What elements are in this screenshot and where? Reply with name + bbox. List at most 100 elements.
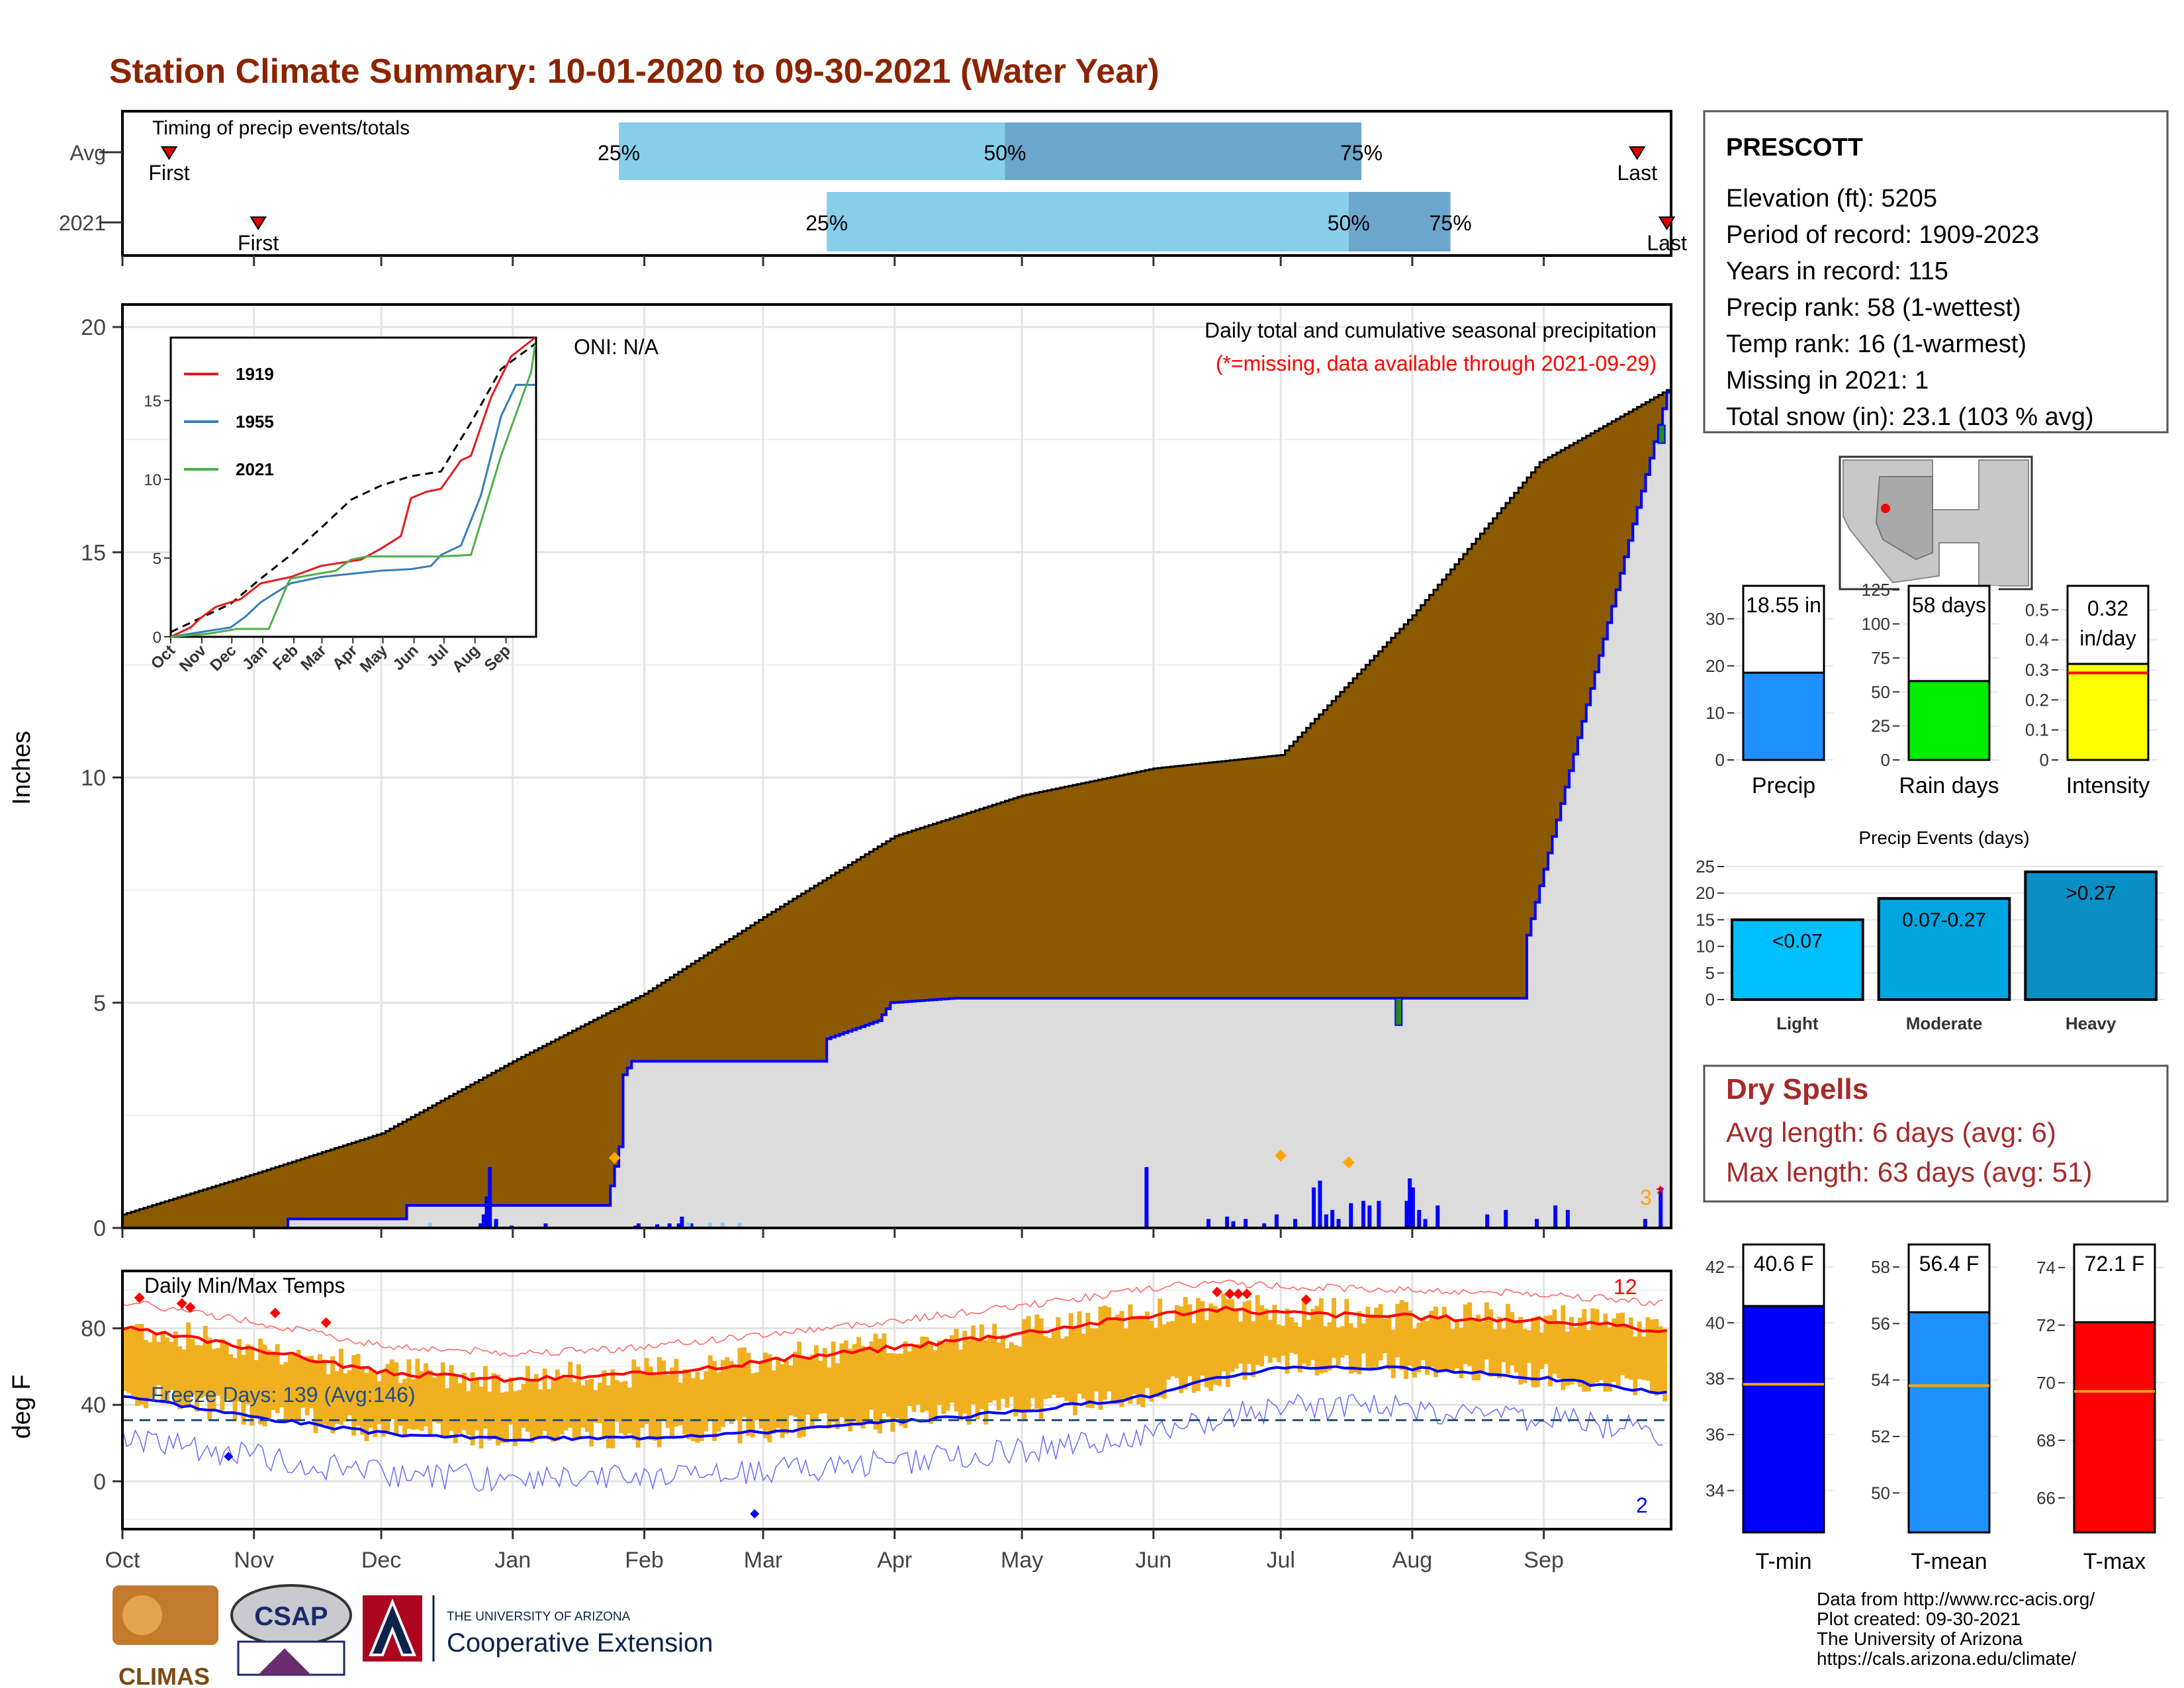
summary-tick-label: 50 <box>1871 682 1890 702</box>
summary-value-label: 58 days <box>1912 593 1986 617</box>
daily-temp-range-bar <box>1128 1304 1133 1404</box>
daily-temp-range-bar <box>156 1342 161 1385</box>
daily-temp-range-bar <box>1132 1319 1137 1395</box>
daily-temp-range-bar <box>983 1340 989 1425</box>
daily-temp-range-bar <box>177 1346 183 1409</box>
daily-temp-range-bar <box>402 1379 408 1436</box>
quartile-bar-q2-q3 <box>1348 192 1451 252</box>
daily-temp-range-bar <box>1437 1317 1443 1371</box>
daily-temp-range-bar <box>228 1354 234 1403</box>
daily-precip-bar <box>1293 1219 1298 1228</box>
daily-temp-range-bar <box>971 1325 976 1405</box>
daily-temp-range-bar <box>1467 1302 1473 1366</box>
daily-temp-range-bar <box>614 1380 619 1422</box>
summary-tick-label: 20 <box>1706 656 1725 676</box>
figure-title: Station Climate Summary: 10-01-2020 to 0… <box>109 52 1160 91</box>
summary-tick-label: 0.1 <box>2025 720 2049 740</box>
daily-temp-range-bar <box>920 1336 925 1413</box>
daily-temp-range-bar <box>1612 1318 1617 1382</box>
daily-temp-range-bar <box>538 1389 543 1436</box>
daily-temp-range-bar <box>1166 1321 1171 1380</box>
daily-temp-range-bar <box>610 1369 615 1448</box>
summary-value-label: 18.55 in <box>1746 593 1821 617</box>
daily-temp-range-bar <box>704 1371 709 1432</box>
daily-temp-range-bar <box>385 1364 390 1432</box>
inset-y-tick-label: 0 <box>153 629 161 647</box>
locator-map <box>1839 455 2033 590</box>
summary-value-unit: in/day <box>2079 626 2136 650</box>
summary-value-box <box>2066 585 2150 665</box>
daily-temp-range-bar <box>1624 1324 1629 1379</box>
daily-temp-range-bar <box>572 1382 577 1439</box>
quartile-bar-q2-q3 <box>1005 122 1361 180</box>
daily-temp-range-bar <box>330 1356 336 1434</box>
daily-temp-range-bar <box>1505 1303 1510 1374</box>
daily-temp-range-bar <box>529 1378 535 1443</box>
daily-temp-range-bar <box>275 1344 280 1413</box>
summary-tick-label: 0 <box>2040 750 2049 770</box>
summary-bar-label: Rain days <box>1899 773 1999 798</box>
daily-record-marker <box>1342 1156 1355 1168</box>
daily-temp-range-bar <box>933 1350 938 1421</box>
events-category-label: Moderate <box>1906 1013 1983 1033</box>
record-high-marker <box>269 1307 281 1319</box>
summary-tick-label: 0 <box>1881 750 1890 770</box>
tempbar-tick-label: 38 <box>1706 1369 1725 1389</box>
daily-temp-range-bar <box>1501 1329 1506 1362</box>
daily-temp-range-bar <box>512 1391 518 1446</box>
daily-temp-range-bar <box>644 1358 649 1425</box>
daily-temp-range-bar <box>1115 1314 1120 1405</box>
summary-bar-value <box>1742 671 1825 761</box>
daily-temp-range-bar <box>220 1338 225 1411</box>
tempbar-tick-label: 42 <box>1706 1257 1725 1277</box>
daily-temp-range-bar <box>670 1368 674 1439</box>
inset-series-2021 <box>170 344 536 638</box>
events-bar-label: >0.27 <box>2066 882 2116 904</box>
daily-temp-range-bar <box>699 1380 704 1441</box>
daily-temp-range-bar <box>1013 1345 1019 1417</box>
csap-mountain-icon <box>258 1648 311 1675</box>
summary-tick-label: 100 <box>1862 614 1890 634</box>
daily-temp-range-bar <box>915 1344 921 1405</box>
daily-temp-range-bar <box>712 1361 717 1441</box>
inset-series-avg <box>170 343 536 633</box>
record-high-count: 12 <box>1614 1275 1637 1299</box>
daily-temp-range-bar <box>1615 1313 1621 1387</box>
daily-temp-range-bar <box>839 1343 844 1417</box>
daily-temp-range-bar <box>1089 1328 1095 1409</box>
temp-ylabel: deg F <box>8 1374 36 1438</box>
daily-temp-range-bar <box>623 1381 628 1436</box>
daily-temp-range-bar <box>364 1372 369 1442</box>
daily-temp-range-bar <box>1535 1316 1540 1387</box>
summary-bar-value <box>2066 663 2150 761</box>
daily-temp-range-bar <box>1365 1307 1371 1371</box>
daily-temp-range-bar <box>729 1361 734 1425</box>
daily-temp-range-bar <box>941 1342 946 1415</box>
daily-temp-range-bar <box>224 1343 229 1400</box>
daily-temp-range-bar <box>1582 1309 1587 1392</box>
tempbar-tick-label: 72 <box>2036 1315 2056 1335</box>
daily-temp-range-bar <box>911 1344 917 1412</box>
daily-temp-range-bar <box>1497 1317 1502 1379</box>
daily-temp-range-bar <box>945 1340 950 1411</box>
daily-temp-range-bar <box>742 1347 747 1417</box>
daily-temp-range-bar <box>475 1378 480 1430</box>
tempbar-value-label: 56.4 F <box>1919 1252 1979 1276</box>
daily-temp-range-bar <box>1387 1317 1392 1370</box>
daily-temp-range-bar <box>903 1341 908 1429</box>
daily-temp-range-bar <box>619 1382 623 1434</box>
daily-temp-range-bar <box>373 1372 378 1438</box>
missing-count: 3 <box>1640 1186 1652 1209</box>
daily-precip-bar <box>1349 1203 1353 1228</box>
daily-temp-range-bar <box>1633 1336 1638 1395</box>
tempbar-value-box <box>1907 1243 1991 1313</box>
daily-temp-range-bar <box>1543 1315 1549 1364</box>
daily-temp-range-bar <box>122 1327 127 1391</box>
daily-precip-bar <box>1244 1219 1248 1228</box>
tempbar-label: T-mean <box>1911 1549 1987 1574</box>
inset-y-tick-label: 15 <box>144 393 161 410</box>
daily-temp-range-bar <box>1208 1303 1214 1391</box>
station-info: PRESCOTT Elevation (ft): 5205 Period of … <box>1703 110 2169 434</box>
daily-temp-range-bar <box>148 1342 153 1399</box>
temp-frame <box>121 1270 1672 1530</box>
